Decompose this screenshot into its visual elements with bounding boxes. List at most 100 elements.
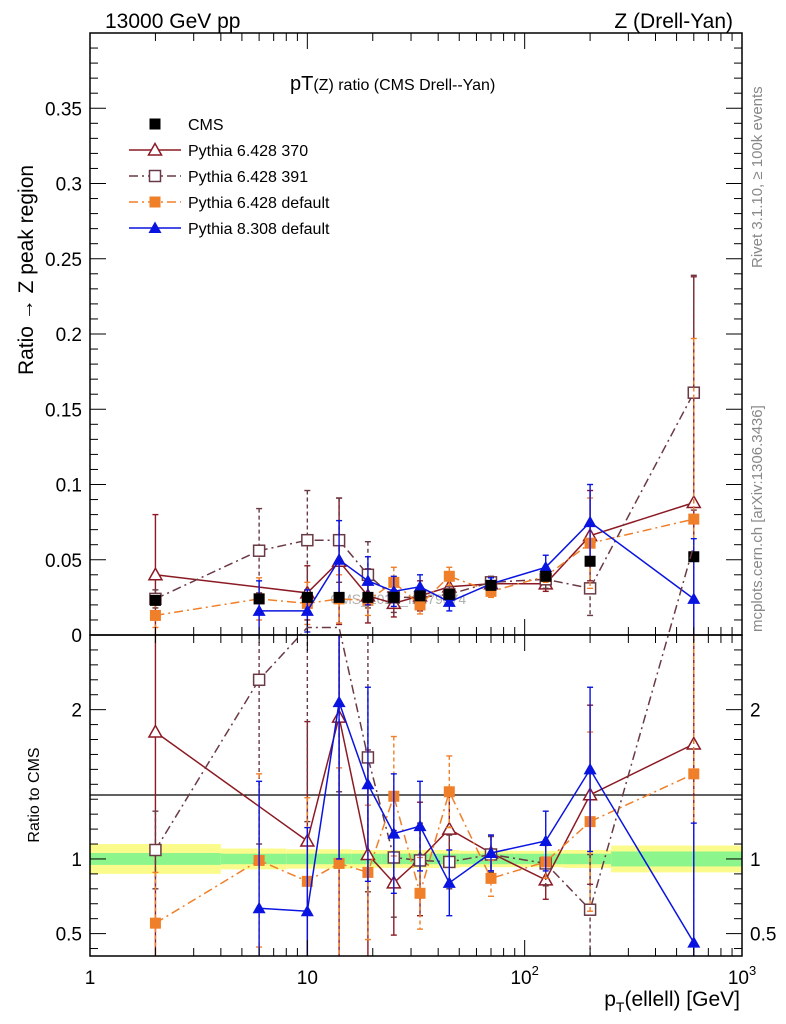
- main-series-p370: [147, 276, 702, 635]
- ratio-pdef-point-7: [443, 786, 455, 798]
- main-pdef-point-8: [485, 585, 497, 597]
- x-tick-exponent-2: 2: [532, 963, 539, 978]
- main-ytick-label-5: 0.25: [45, 250, 82, 271]
- main-series-p8: [252, 483, 701, 635]
- main-ytick-label-3: 0.15: [45, 400, 82, 421]
- rivet-label: Rivet 3.1.10, ≥ 100k events: [749, 86, 766, 268]
- main-cms-point-6: [414, 590, 426, 602]
- ratio-p391-point-1: [252, 673, 266, 687]
- main-p8-point-0: [252, 604, 266, 616]
- ratio-p8-point-3: [361, 777, 375, 790]
- ratio-pdef-point-0: [149, 917, 161, 929]
- ratio-ytick-label-right-2: 2: [750, 701, 761, 722]
- ratio-ytick-label-right-0: 0.5: [750, 925, 776, 946]
- ratio-frame: [89, 634, 743, 957]
- xlabel-sub: T: [616, 999, 625, 1015]
- ratio-p391-line: [154, 545, 695, 912]
- ratio-p8-point-1: [300, 904, 314, 917]
- band-inner-10: [562, 853, 612, 865]
- ratio-p391-point-0: [149, 843, 162, 857]
- band-inner-2: [286, 853, 325, 865]
- legend-marker-p391: [148, 169, 162, 183]
- main-cms-point-0: [149, 594, 161, 606]
- main-ytick-label-1: 0.05: [45, 551, 82, 572]
- main-pdef-point-0: [149, 609, 161, 621]
- main-p8-line: [259, 521, 695, 612]
- main-p8-point-5: [413, 580, 427, 592]
- main-p8-point-10: [687, 592, 701, 604]
- x-tick-label-0: 1: [85, 968, 96, 989]
- ratio-p370-point-0: [147, 724, 164, 738]
- ratio-pdef-point-11: [688, 768, 700, 780]
- ratio-p8-point-6: [442, 876, 456, 888]
- ratio-p370-point-6: [441, 821, 458, 835]
- main-p370-line: [155, 501, 695, 605]
- main-p8-point-6: [442, 595, 456, 607]
- main-ytick-label-6: 0.3: [56, 175, 82, 196]
- main-title: pT(Z) ratio (CMS Drell--Yan): [290, 73, 495, 95]
- ratio-pdef-point-8: [485, 872, 497, 884]
- main-cms-point-9: [540, 570, 552, 582]
- main-cms-point-3: [333, 591, 345, 603]
- ratio-p8-point-10: [687, 936, 701, 948]
- mcplots-label: mcplots.cern.ch [arXiv:1306.3436]: [749, 405, 766, 632]
- header-left: 13000 GeV pp: [105, 10, 240, 33]
- x-axis-label: pT(ellell) [GeV]: [604, 988, 740, 1015]
- ratio-ytick-label-2: 2: [71, 701, 82, 722]
- main-series-p391: [149, 274, 701, 617]
- ratio-ytick-label-0: 0.5: [56, 925, 82, 946]
- main-ylabel: Ratio → Z peak region: [15, 165, 38, 375]
- main-cms-point-8: [485, 579, 497, 591]
- main-cms-point-11: [688, 551, 700, 563]
- main-p8-point-8: [539, 560, 553, 573]
- title-main: pT: [290, 73, 313, 95]
- ratio-ytick-label-right-1: 1: [750, 850, 761, 871]
- main-ytick-label-0: 0: [71, 626, 82, 647]
- ratio-p8-line: [259, 701, 695, 943]
- ratio-p8-point-0: [252, 901, 266, 914]
- x-tick-base-3: 10: [728, 968, 749, 989]
- x-tick-label-3: 103: [728, 963, 756, 989]
- legend-marker-p370: [147, 141, 163, 156]
- ratio-p8-point-4: [387, 827, 401, 839]
- legend-label-cms: CMS: [188, 117, 224, 134]
- main-ytick-label-7: 0.35: [45, 99, 82, 120]
- legend-marker-p8: [148, 221, 162, 233]
- title-rest: (Z) ratio (CMS Drell--Yan): [313, 77, 495, 94]
- main-cms-point-10: [584, 555, 596, 567]
- main-p8-point-9: [583, 515, 597, 528]
- main-p370-point-0: [147, 566, 164, 581]
- ratio-p8-point-5: [413, 819, 427, 832]
- main-cms-point-7: [443, 588, 455, 600]
- legend-label-pdef: Pythia 6.428 default: [188, 195, 330, 212]
- x-tick-base-0: 1: [85, 968, 96, 989]
- main-cms-point-2: [301, 591, 313, 603]
- main-pdef-point-7: [443, 570, 455, 582]
- legend-marker-pdef: [149, 196, 161, 208]
- legend-label-p370: Pythia 6.428 370: [188, 143, 308, 160]
- x-tick-label-2: 102: [510, 963, 538, 989]
- main-p391-point-1: [252, 544, 266, 557]
- x-tick-exponent-3: 3: [749, 963, 756, 978]
- main-ytick-label-2: 0.1: [56, 476, 82, 497]
- ratio-p8-point-8: [539, 834, 553, 847]
- ratio-pdef-line: [155, 773, 695, 924]
- main-pdef-point-11: [688, 513, 700, 525]
- band-inner-1: [220, 853, 287, 865]
- main-p8-point-3: [361, 574, 375, 586]
- legend-label-p8: Pythia 8.308 default: [188, 221, 330, 238]
- ratio-p8-point-2: [332, 695, 346, 708]
- main-series-cms: [149, 551, 700, 606]
- main-pdef-point-6: [414, 599, 426, 611]
- main-cms-point-1: [253, 593, 265, 605]
- xlabel-main: p: [604, 988, 616, 1011]
- ratio-p8-point-9: [583, 762, 597, 775]
- main-cms-point-5: [388, 591, 400, 603]
- x-tick-base-2: 10: [510, 968, 531, 989]
- ratio-ytick-label-1: 1: [71, 850, 82, 871]
- main-p8-point-1: [300, 604, 314, 616]
- ratio-p8-point-7: [484, 846, 498, 858]
- main-cms-point-4: [362, 591, 374, 603]
